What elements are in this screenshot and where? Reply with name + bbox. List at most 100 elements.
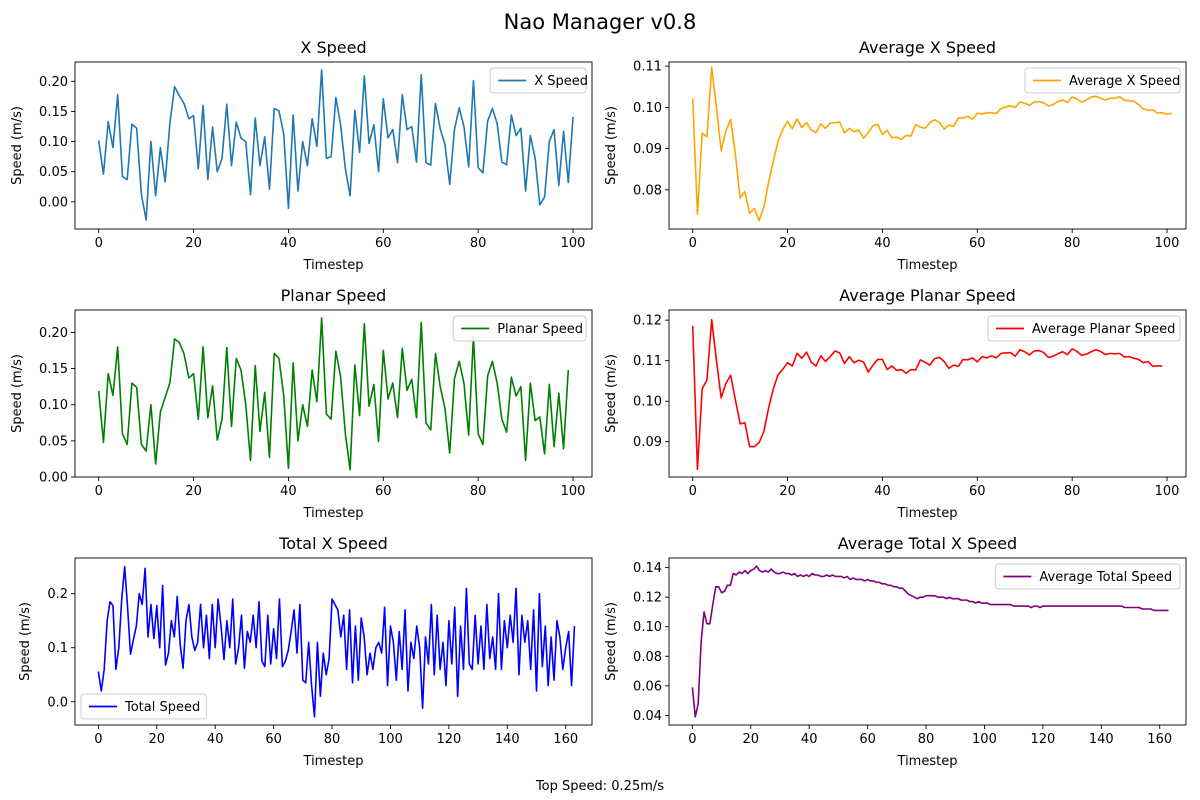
- planar-speed-y-tick-label: 0.00: [39, 471, 68, 486]
- average-total-x-speed-y-tick-label: 0.06: [633, 679, 662, 694]
- x-speed-x-axis-label: Timestep: [303, 258, 364, 273]
- average-total-x-speed-series-line: [691, 565, 1169, 718]
- planar-speed-x-tick-label: 0: [95, 484, 103, 499]
- average-planar-speed-title: Average Planar Speed: [839, 286, 1015, 305]
- x-speed-x-tick-label: 80: [470, 236, 487, 251]
- x-speed-y-tick-label: 0.15: [39, 105, 68, 120]
- planar-speed-y-tick-label: 0.20: [39, 326, 68, 341]
- average-planar-speed-axes-frame: [668, 309, 1187, 478]
- average-x-speed-axes-frame: [668, 61, 1187, 230]
- total-x-speed-y-axis-label: Speed (m/s): [18, 602, 33, 681]
- total-x-speed-panel: 0 20 40 60 80 100 120 140 160 0.0 0.1 0.2 Total X Sp…: [18, 534, 593, 769]
- average-total-x-speed-x-tick-label: 60: [859, 732, 876, 747]
- x-speed-axes-frame: [74, 61, 593, 230]
- planar-speed-y-tick-label: 0.15: [39, 362, 68, 377]
- average-total-x-speed-x-tick-label: 120: [1030, 732, 1055, 747]
- planar-speed-x-axis-label: Timestep: [303, 506, 364, 521]
- average-total-x-speed-x-tick-label: 40: [801, 732, 818, 747]
- x-speed-x-tick-label: 0: [95, 236, 103, 251]
- x-speed-legend-label: X Speed: [534, 74, 588, 89]
- x-speed-x-tick-label: 40: [280, 236, 297, 251]
- planar-speed-legend-box: [452, 315, 587, 342]
- total-x-speed-y-tick-label: 0.2: [47, 587, 68, 602]
- average-total-x-speed-y-tick-label: 0.04: [633, 709, 662, 724]
- total-x-speed-series-line: [97, 565, 576, 718]
- x-speed-y-tick-label: 0.10: [39, 135, 68, 150]
- average-planar-speed-y-tick-label: 0.10: [633, 395, 662, 410]
- average-planar-speed-y-tick-label: 0.11: [633, 354, 662, 369]
- planar-speed-x-tick-label: 60: [375, 484, 392, 499]
- average-planar-speed-x-tick-label: 0: [689, 484, 697, 499]
- average-planar-speed-x-tick-label: 80: [1064, 484, 1081, 499]
- average-planar-speed-x-tick-label: 60: [969, 484, 986, 499]
- total-x-speed-x-tick-label: 160: [553, 732, 578, 747]
- x-speed-legend-box: [489, 67, 587, 94]
- planar-speed-x-tick-label: 100: [561, 484, 586, 499]
- average-total-x-speed-x-axis-label: Timestep: [897, 754, 958, 769]
- average-total-x-speed-y-axis-label: Speed (m/s): [604, 602, 619, 681]
- average-planar-speed-y-axis-label: Speed (m/s): [604, 354, 619, 433]
- x-speed-panel: 0 20 40 60 80 100 0.00 0.05 0.10 0.15 0.20 X Speed T…: [10, 38, 593, 273]
- average-total-x-speed-x-tick-label: 20: [743, 732, 760, 747]
- average-planar-speed-x-tick-label: 100: [1155, 484, 1180, 499]
- x-speed-title: X Speed: [300, 38, 366, 57]
- average-total-x-speed-axes-frame: [668, 557, 1187, 726]
- average-x-speed-x-tick-label: 100: [1155, 236, 1180, 251]
- average-total-x-speed-x-tick-label: 140: [1089, 732, 1114, 747]
- average-x-speed-x-tick-label: 60: [969, 236, 986, 251]
- planar-speed-y-axis-label: Speed (m/s): [10, 354, 25, 433]
- average-planar-speed-y-tick-label: 0.09: [633, 435, 662, 450]
- x-speed-x-tick-label: 100: [561, 236, 586, 251]
- average-total-x-speed-y-tick-label: 0.14: [633, 561, 662, 576]
- average-planar-speed-x-tick-label: 20: [779, 484, 796, 499]
- total-x-speed-x-tick-label: 60: [265, 732, 282, 747]
- average-x-speed-x-tick-label: 40: [874, 236, 891, 251]
- total-x-speed-x-tick-label: 120: [436, 732, 461, 747]
- average-planar-speed-legend: Average Planar Speed: [987, 315, 1181, 342]
- average-x-speed-x-tick-label: 20: [779, 236, 796, 251]
- average-x-speed-legend-box: [1024, 67, 1181, 94]
- total-x-speed-y-tick-label: 0.1: [47, 641, 68, 656]
- x-speed-series-line: [97, 69, 574, 221]
- average-x-speed-y-tick-label: 0.11: [633, 60, 662, 75]
- average-planar-speed-series-line: [691, 318, 1163, 471]
- x-speed-y-tick-label: 0.05: [39, 165, 68, 180]
- planar-speed-x-tick-label: 40: [280, 484, 297, 499]
- total-x-speed-x-tick-label: 80: [324, 732, 341, 747]
- total-x-speed-x-axis-label: Timestep: [303, 754, 364, 769]
- average-x-speed-y-axis-label: Speed (m/s): [604, 106, 619, 185]
- average-planar-speed-x-tick-label: 40: [874, 484, 891, 499]
- total-x-speed-x-tick-label: 40: [207, 732, 224, 747]
- total-x-speed-legend: Total Speed: [80, 693, 207, 720]
- average-total-x-speed-x-tick-label: 0: [688, 732, 696, 747]
- planar-speed-axes-frame: [74, 309, 593, 478]
- planar-speed-series-line: [97, 317, 570, 471]
- planar-speed-x-tick-label: 20: [185, 484, 202, 499]
- planar-speed-y-tick-label: 0.10: [39, 398, 68, 413]
- average-x-speed-y-tick-label: 0.08: [633, 183, 662, 198]
- average-total-x-speed-y-tick-label: 0.12: [633, 591, 662, 606]
- x-speed-y-tick-label: 0.20: [39, 75, 68, 90]
- total-x-speed-y-tick-label: 0.0: [47, 695, 68, 710]
- average-x-speed-panel: 0 20 40 60 80 100 0.08 0.09 0.10 0.11 Average X Sp…: [604, 38, 1187, 273]
- total-x-speed-x-tick-label: 100: [378, 732, 403, 747]
- average-planar-speed-x-axis-label: Timestep: [897, 506, 958, 521]
- average-total-x-speed-legend-label: Average Total Speed: [1039, 570, 1172, 585]
- figure-title: Nao Manager v0.8: [503, 10, 697, 34]
- total-x-speed-title: Total X Speed: [278, 534, 388, 553]
- total-x-speed-x-tick-label: 140: [495, 732, 520, 747]
- x-speed-y-tick-label: 0.00: [39, 195, 68, 210]
- planar-speed-x-tick-label: 80: [470, 484, 487, 499]
- average-total-x-speed-panel: 0 20 40 60 80 100 120 140 160 0.04 0.06 0.08 0.10 0.1…: [604, 534, 1187, 769]
- total-x-speed-x-tick-label: 20: [149, 732, 166, 747]
- average-total-x-speed-x-tick-label: 100: [972, 732, 997, 747]
- x-speed-y-axis-label: Speed (m/s): [10, 106, 25, 185]
- top-speed-readout: Top Speed: 0.25m/s: [535, 779, 665, 794]
- x-speed-x-tick-label: 60: [375, 236, 392, 251]
- average-x-speed-x-tick-label: 80: [1064, 236, 1081, 251]
- average-x-speed-x-tick-label: 0: [689, 236, 697, 251]
- average-total-x-speed-legend: Average Total Speed: [994, 563, 1181, 590]
- average-total-x-speed-legend-box: [994, 563, 1181, 590]
- planar-speed-panel: 0 20 40 60 80 100 0.00 0.05 0.10 0.15 0.20 Planar S…: [10, 286, 593, 521]
